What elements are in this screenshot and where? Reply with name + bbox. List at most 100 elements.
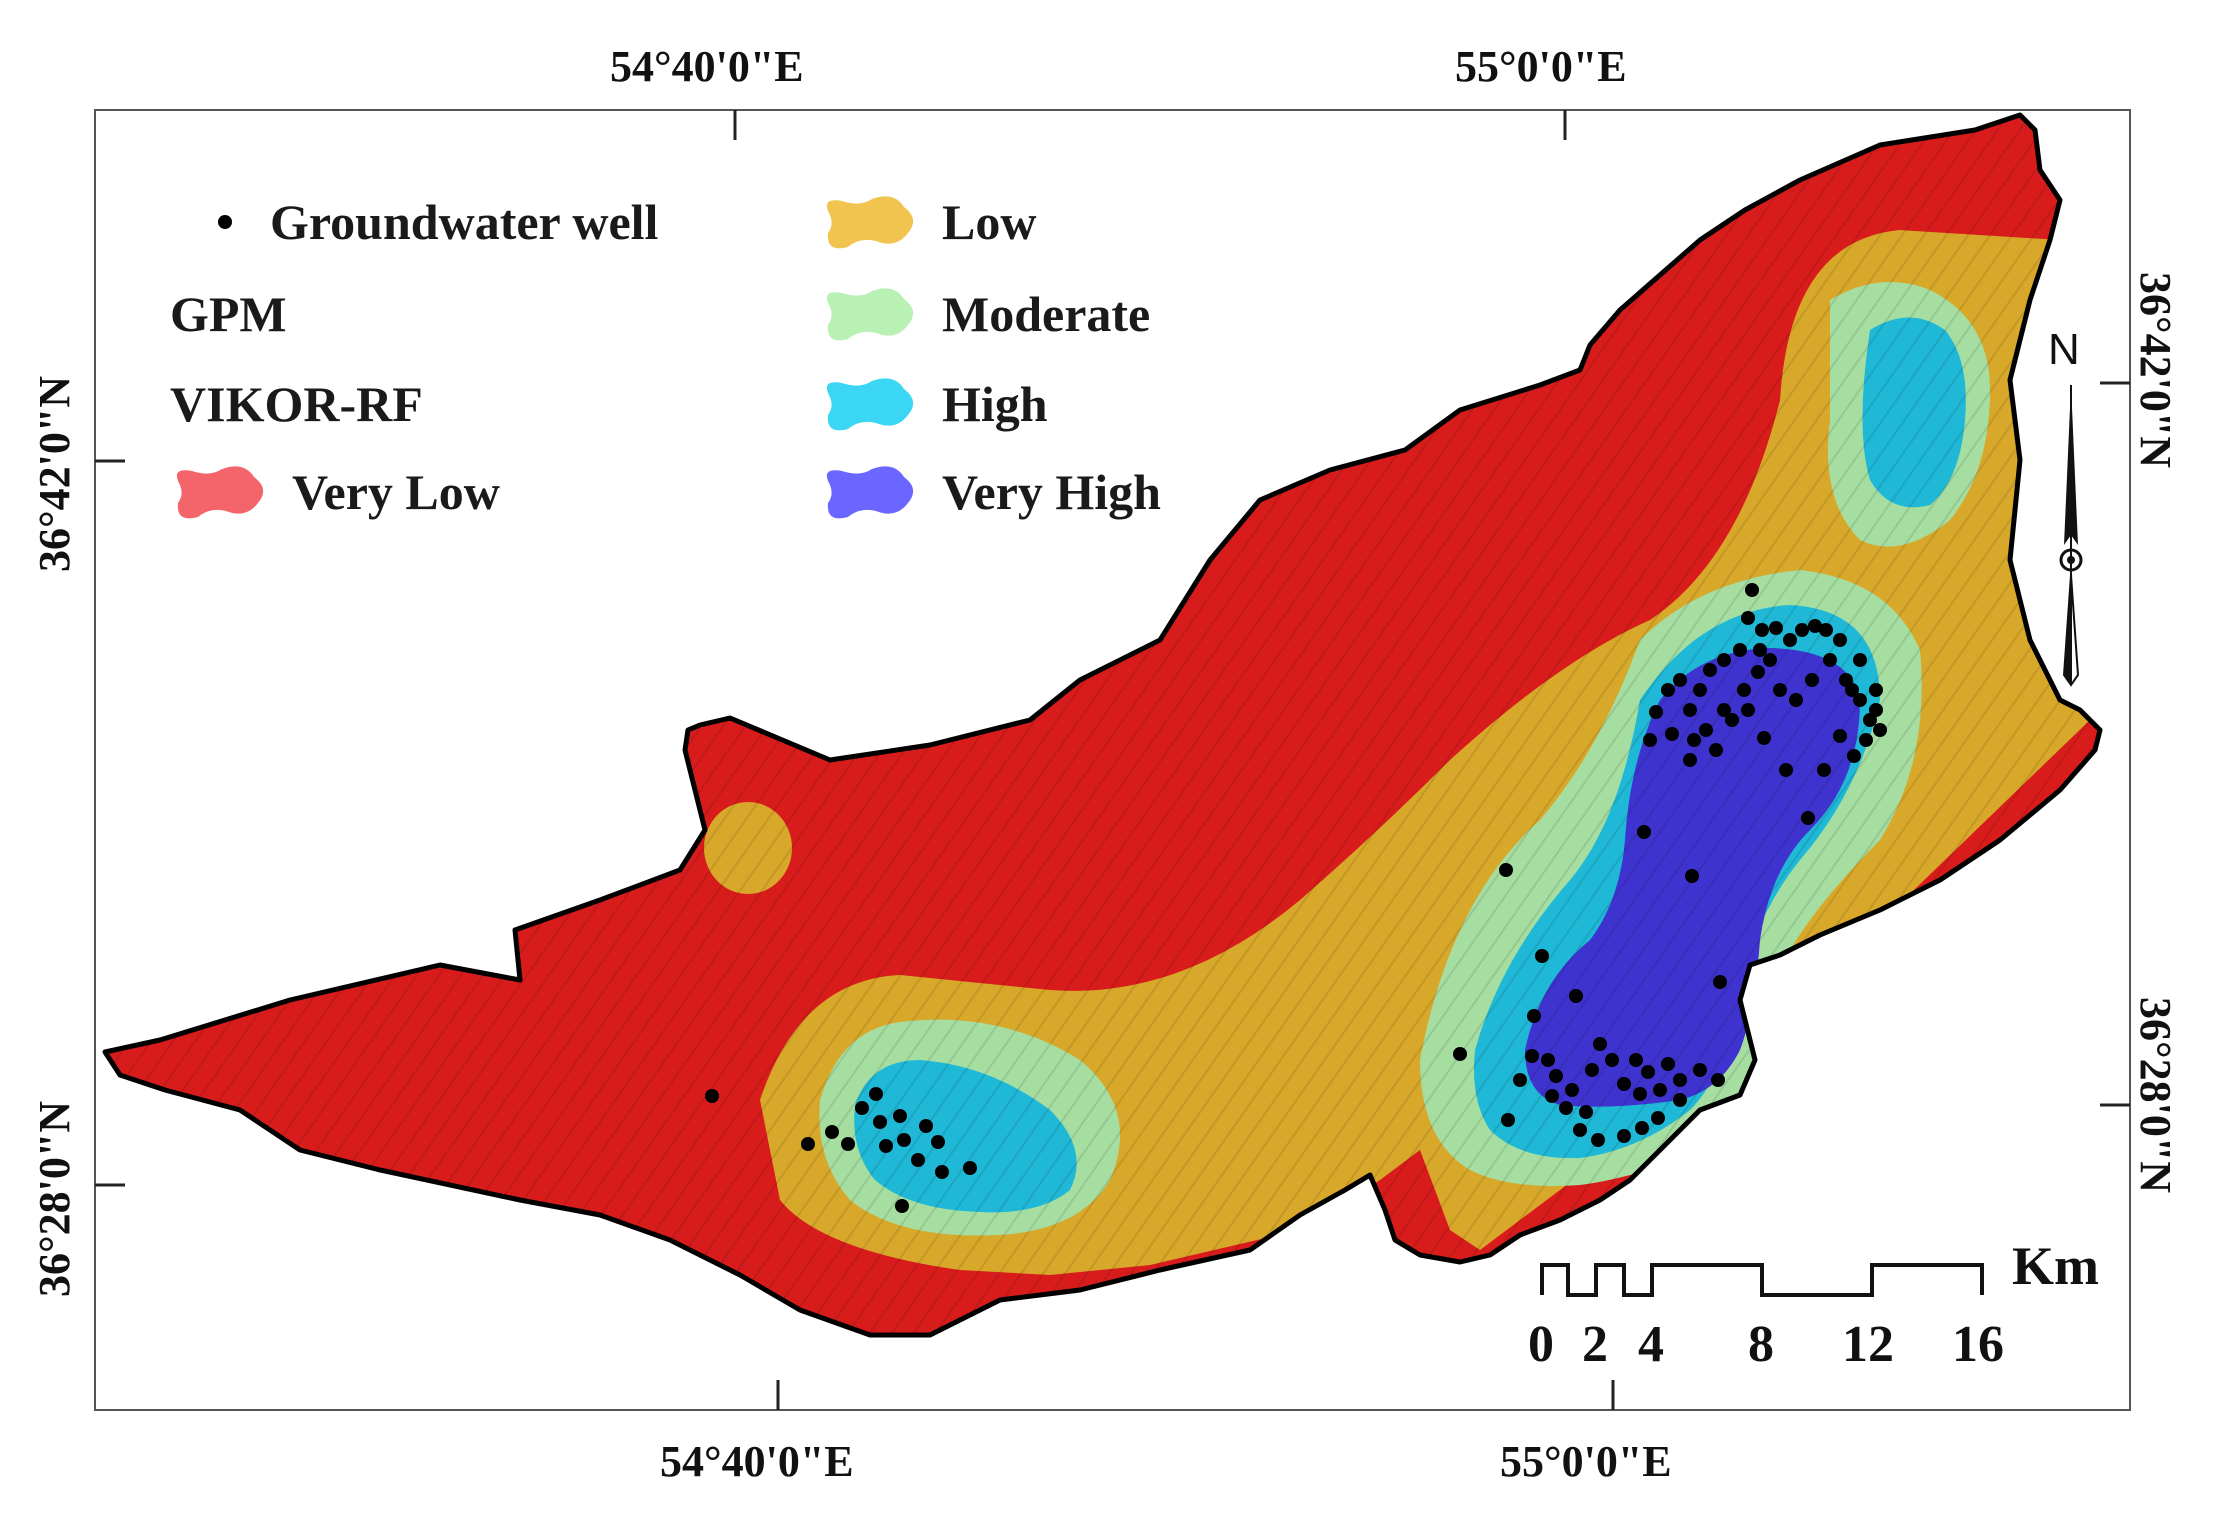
scale-bar: Km 0 2 4 8 12 16 — [1520, 1235, 2099, 1385]
groundwater-well-point — [935, 1165, 949, 1179]
scale-bar-graphic — [1540, 1263, 1984, 1297]
groundwater-well-point — [1579, 1105, 1593, 1119]
groundwater-well-point — [1683, 703, 1697, 717]
graticule-ticks — [95, 110, 2130, 1410]
groundwater-well-point — [1763, 653, 1777, 667]
groundwater-well-point — [1651, 1111, 1665, 1125]
left-lat-label-2: 36°28'0"N — [30, 1100, 79, 1297]
groundwater-well-point — [1711, 1073, 1725, 1087]
groundwater-well-point — [1717, 653, 1731, 667]
groundwater-well-point — [1591, 1133, 1605, 1147]
groundwater-well-point — [1801, 811, 1815, 825]
legend-low: Low — [820, 190, 1036, 254]
groundwater-well-point — [1673, 1093, 1687, 1107]
top-lon-label-1: 54°40'0"E — [610, 42, 804, 91]
groundwater-well-point — [1501, 1113, 1515, 1127]
legend-moderate: Moderate — [820, 282, 1150, 346]
north-arrow-icon — [2059, 385, 2083, 687]
groundwater-well-point — [1559, 1101, 1573, 1115]
bottom-lon-label-2: 55°0'0"E — [1500, 1437, 1672, 1486]
groundwater-well-point — [1683, 753, 1697, 767]
groundwater-well-point — [1685, 869, 1699, 883]
groundwater-well-point — [895, 1199, 909, 1213]
high-swatch-icon — [826, 378, 914, 431]
groundwater-well-point — [963, 1161, 977, 1175]
groundwater-well-point — [1753, 643, 1767, 657]
groundwater-well-point — [1741, 703, 1755, 717]
groundwater-well-point — [1755, 623, 1769, 637]
groundwater-well-point — [1545, 1089, 1559, 1103]
groundwater-well-point — [1757, 731, 1771, 745]
groundwater-well-point — [1869, 703, 1883, 717]
groundwater-well-point — [841, 1137, 855, 1151]
groundwater-well-point — [1635, 1121, 1649, 1135]
groundwater-well-point — [1709, 743, 1723, 757]
groundwater-well-point — [801, 1137, 815, 1151]
groundwater-well-point — [1773, 683, 1787, 697]
legend-very-low-label: Very Low — [292, 464, 500, 520]
legend-title-1: GPM — [170, 286, 287, 342]
groundwater-well-point — [1783, 633, 1797, 647]
legend-very-low: Very Low — [170, 460, 500, 524]
groundwater-well-point — [1808, 619, 1822, 633]
well-dot-icon — [218, 215, 232, 229]
groundwater-well-point — [1687, 733, 1701, 747]
groundwater-well-point — [1617, 1129, 1631, 1143]
legend-high: High — [820, 372, 1048, 436]
legend-high-label: High — [942, 376, 1048, 432]
groundwater-well-point — [1737, 683, 1751, 697]
groundwater-well-point — [1745, 583, 1759, 597]
legend: Groundwater well GPM VIKOR-RF Very Low L… — [150, 190, 1280, 550]
groundwater-well-point — [1453, 1047, 1467, 1061]
legend-very-high: Very High — [820, 460, 1161, 524]
groundwater-well-point — [1779, 763, 1793, 777]
groundwater-well-point — [1733, 643, 1747, 657]
groundwater-well-point — [1629, 1053, 1643, 1067]
scale-tick-2: 2 — [1582, 1316, 1608, 1373]
groundwater-well-point — [1817, 763, 1831, 777]
groundwater-well-point — [1661, 1057, 1675, 1071]
groundwater-well-point — [893, 1109, 907, 1123]
groundwater-well-point — [1653, 1083, 1667, 1097]
groundwater-well-point — [1637, 825, 1651, 839]
groundwater-well-point — [855, 1101, 869, 1115]
legend-moderate-label: Moderate — [942, 286, 1151, 342]
bottom-lon-label-1: 54°40'0"E — [660, 1437, 854, 1486]
groundwater-well-point — [1805, 673, 1819, 687]
groundwater-well-point — [879, 1139, 893, 1153]
groundwater-well-point — [1699, 723, 1713, 737]
groundwater-well-point — [1673, 1073, 1687, 1087]
groundwater-well-point — [1823, 653, 1837, 667]
groundwater-well-point — [911, 1153, 925, 1167]
groundwater-well-point — [1869, 683, 1883, 697]
legend-very-high-label: Very High — [942, 464, 1161, 520]
groundwater-well-point — [1703, 663, 1717, 677]
groundwater-well-point — [1717, 703, 1731, 717]
groundwater-well-point — [1693, 1063, 1707, 1077]
groundwater-well-point — [1839, 673, 1853, 687]
groundwater-well-point — [1525, 1049, 1539, 1063]
legend-well: Groundwater well — [150, 190, 658, 254]
right-lat-label-2: 36°28'0"N — [2131, 997, 2180, 1194]
groundwater-well-point — [931, 1135, 945, 1149]
groundwater-well-point — [1795, 623, 1809, 637]
very-high-swatch-icon — [826, 466, 914, 519]
very-low-swatch-icon — [176, 466, 264, 519]
groundwater-well-point — [1643, 733, 1657, 747]
groundwater-well-point — [1819, 623, 1833, 637]
groundwater-well-point — [1833, 633, 1847, 647]
groundwater-well-point — [1617, 1077, 1631, 1091]
legend-title-2: VIKOR-RF — [170, 376, 423, 432]
groundwater-well-point — [1541, 1053, 1555, 1067]
groundwater-well-point — [1565, 1083, 1579, 1097]
groundwater-well-point — [1605, 1053, 1619, 1067]
groundwater-well-point — [1569, 989, 1583, 1003]
groundwater-well-point — [1713, 975, 1727, 989]
groundwater-well-point — [1873, 723, 1887, 737]
groundwater-well-point — [1573, 1123, 1587, 1137]
groundwater-well-point — [1751, 665, 1765, 679]
groundwater-well-point — [1833, 729, 1847, 743]
groundwater-well-point — [1859, 733, 1873, 747]
